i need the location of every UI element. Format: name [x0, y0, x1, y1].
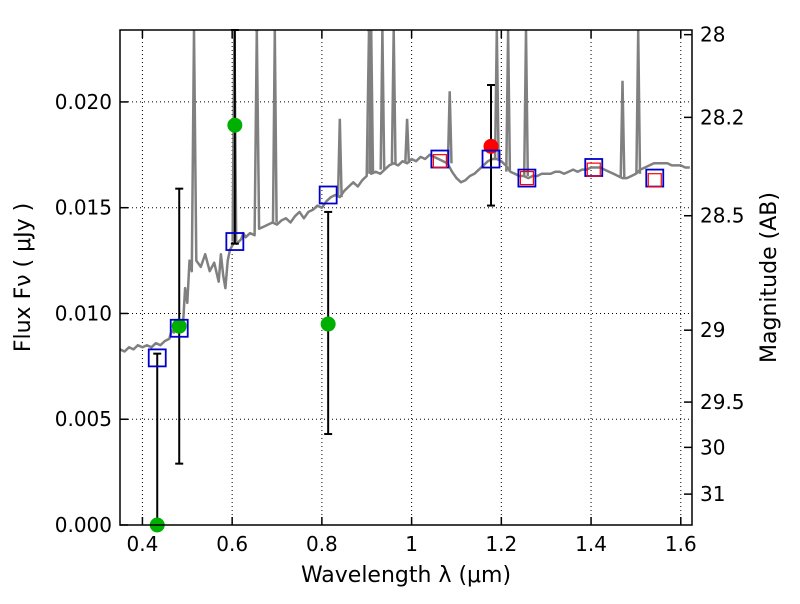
right-tick-label: 29 [700, 318, 725, 342]
emission-line-spike [390, 30, 397, 164]
grid-layer [120, 30, 692, 526]
plot-frame [119, 29, 693, 526]
model-photometry-square [481, 149, 501, 169]
right-tick-label: 29.5 [700, 390, 745, 414]
y-tick-label: 0.010 [55, 301, 112, 325]
detection-point-green [171, 318, 187, 334]
emission-line-spike [635, 30, 642, 174]
x-tick-label: 1.2 [485, 532, 517, 556]
alt-photometry-square [519, 170, 535, 186]
model-photometry-square [517, 168, 537, 188]
y-tick-label: 0.020 [55, 90, 112, 114]
alt-photometry-square [586, 162, 601, 177]
y-tick-label: 0.000 [55, 513, 112, 537]
emission-line-spike [368, 30, 375, 174]
x-tick-label: 1.6 [665, 532, 697, 556]
emission-line-spike [619, 80, 626, 179]
model-photometry-square [318, 185, 338, 205]
model-photometry-square [169, 318, 189, 338]
detection-point-green [227, 117, 243, 133]
x-axis-label: Wavelength λ (μm) [301, 563, 511, 588]
emission-line-spike [522, 30, 530, 177]
x-tick-label: 1.4 [575, 532, 607, 556]
y-tick-label: 0.005 [55, 407, 112, 431]
emission-line-spike [505, 30, 512, 172]
labels-layer: 0.4 0.6 0.8 1 1.2 1.4 1.6 0.000 0.005 0.010 0.015 0… [11, 23, 782, 588]
y-axis-label: Flux Fν ( μJy ) [11, 203, 36, 352]
spectrum-layer [120, 30, 690, 353]
right-axis-label: Magnitude (AB) [757, 192, 782, 363]
points-layer [147, 29, 665, 533]
y-tick-label: 0.015 [55, 196, 112, 220]
model-photometry-square [147, 348, 167, 368]
x-tick-label: 0.8 [306, 532, 338, 556]
model-photometry-square [225, 232, 245, 251]
emission-line-spike [404, 118, 411, 164]
emission-line-spike [493, 30, 500, 160]
detection-point-green [320, 316, 336, 332]
x-tick-label: 0.4 [127, 532, 159, 556]
x-tick-label: 1 [405, 532, 418, 556]
right-tick-label: 30 [700, 435, 725, 459]
alt-photometry-square [647, 173, 662, 188]
spectrum-line [120, 30, 690, 353]
x-tick-label: 0.6 [216, 532, 248, 556]
right-tick-label: 28.2 [700, 105, 745, 129]
ticks-layer [120, 30, 692, 526]
detection-point-red [483, 138, 499, 154]
emission-line-spike [379, 30, 386, 170]
emission-line-spike [336, 118, 343, 198]
emission-line-spike [271, 30, 278, 223]
right-tick-label: 31 [700, 482, 725, 506]
emission-line-spike [446, 91, 453, 164]
right-tick-label: 28 [700, 23, 725, 47]
right-tick-label: 28.5 [700, 204, 745, 228]
alt-photometry-square [432, 154, 447, 169]
